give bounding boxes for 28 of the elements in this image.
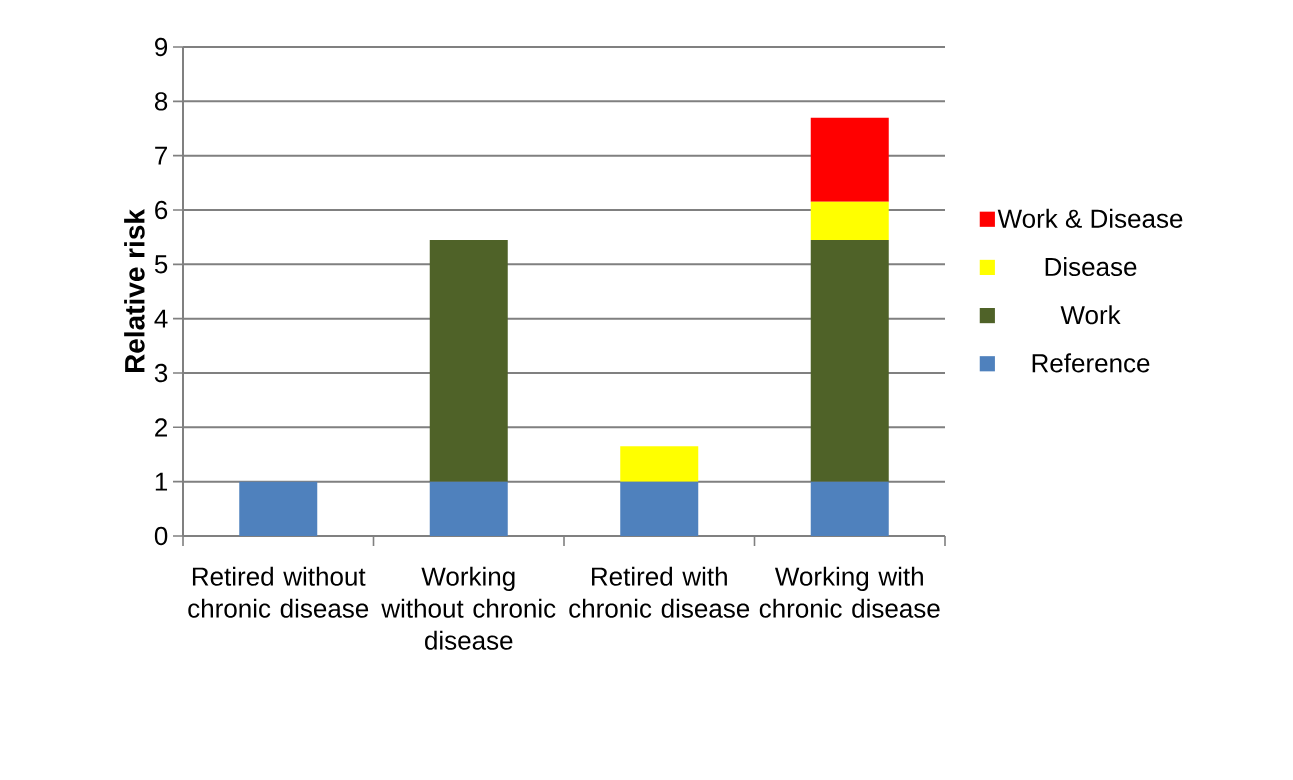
x-tick-label: Retired with chronic disease [569,566,750,618]
legend-label: Work & Disease [997,208,1183,228]
bar [239,481,318,536]
y-tick-label: 5 [154,255,168,274]
legend-label: Reference [1032,353,1150,373]
bar [810,117,889,202]
y-tick-label: 8 [154,92,168,111]
bar [810,239,889,482]
y-tick-label: 4 [154,309,168,328]
bar [810,201,889,240]
bar [429,239,508,482]
y-tick-label: 0 [154,526,168,546]
bar [810,481,889,536]
legend-label: Disease [1045,257,1137,277]
y-tick-label: 2 [155,418,167,437]
y-axis-title: Relative risk [124,209,145,373]
y-tick-label: 7 [155,146,167,165]
x-tick-label: Working without chronic disease [381,566,556,650]
bar [620,446,699,482]
text: Work [1060,305,1121,325]
y-tick-label: 3 [154,363,168,383]
y-tick-label: 6 [155,200,168,220]
y-tick-label: 1 [155,472,168,491]
bar [620,481,699,536]
bar [429,481,508,536]
x-tick-label: Retired without chronic disease [188,566,369,618]
x-tick-label: Working with chronic disease [759,566,940,618]
y-tick-label: 9 [155,37,168,57]
